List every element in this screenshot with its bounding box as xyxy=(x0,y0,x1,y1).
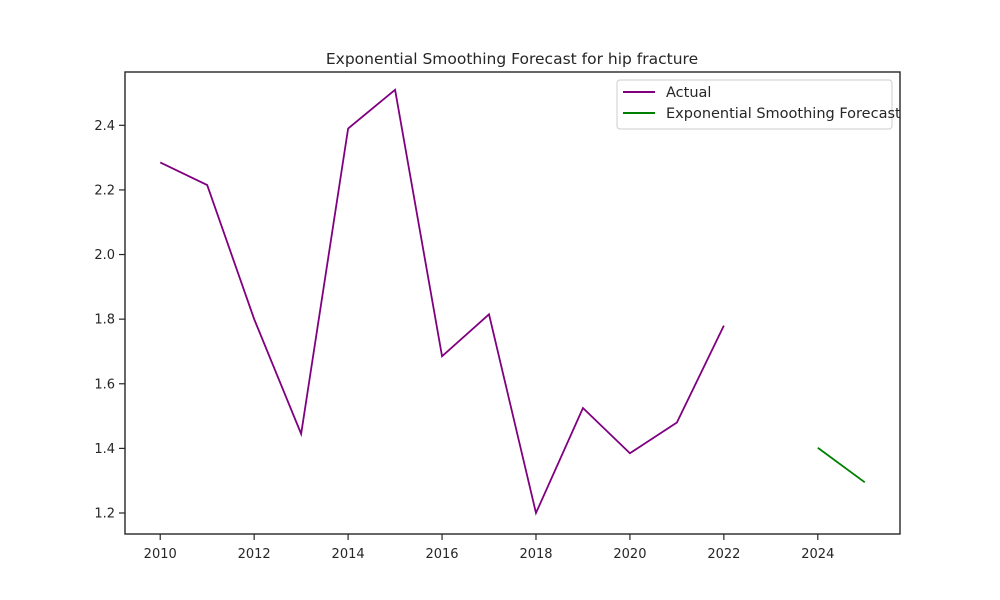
series-layer xyxy=(159,88,866,516)
x-tick-label: 2012 xyxy=(238,547,271,562)
y-tick-label: 1.8 xyxy=(94,313,115,328)
y-tick-label: 2.2 xyxy=(94,183,115,198)
y-tick-label: 1.6 xyxy=(94,377,115,392)
series-line-exponential-smoothing-forecast xyxy=(817,447,866,484)
series-line-actual xyxy=(159,88,725,516)
y-axis-ticks: 1.2 1.4 1.6 1.8 2.0 2.2 2.4 xyxy=(94,119,125,522)
plot-area: 2010 2012 2014 2016 2018 2020 2022 2024 1.21.41… xyxy=(94,71,901,562)
x-tick-label: 2016 xyxy=(425,547,458,562)
x-tick-label: 2022 xyxy=(707,547,740,562)
x-axis-ticks: 2010 2012 2014 2016 2018 2020 2022 2024 xyxy=(144,534,834,562)
chart-title: Exponential Smoothing Forecast for hip f… xyxy=(326,50,698,68)
axes-frame xyxy=(124,71,901,535)
x-tick-label: 2024 xyxy=(801,547,834,562)
y-tick-label: 2.0 xyxy=(94,248,115,263)
x-tick-label: 2018 xyxy=(519,547,552,562)
legend: Actual Exponential Smoothing Forecast xyxy=(616,79,901,130)
y-tick-label: 1.2 xyxy=(94,507,115,522)
legend-box xyxy=(616,79,893,130)
x-tick-label: 2014 xyxy=(332,547,365,562)
legend-label-forecast: Exponential Smoothing Forecast xyxy=(666,106,901,122)
y-tick-label: 1.4 xyxy=(94,442,115,457)
x-tick-label: 2020 xyxy=(613,547,646,562)
y-tick-label: 2.4 xyxy=(94,119,115,134)
x-tick-label: 2010 xyxy=(144,547,177,562)
legend-label-actual: Actual xyxy=(666,85,711,101)
